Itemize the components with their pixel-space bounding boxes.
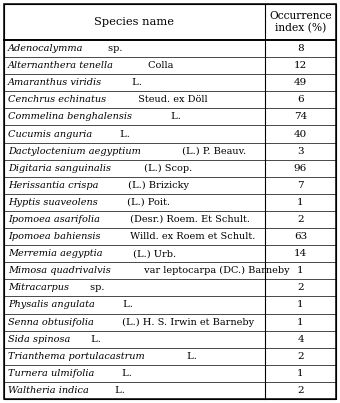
Text: Mitracarpus: Mitracarpus — [8, 283, 69, 293]
Bar — [4, 314, 336, 330]
Text: Trianthema portulacastrum: Trianthema portulacastrum — [8, 352, 145, 361]
Text: (L.) Brizicky: (L.) Brizicky — [125, 181, 189, 190]
Text: Willd. ex Roem et Schult.: Willd. ex Roem et Schult. — [128, 232, 256, 241]
Text: (Desr.) Roem. Et Schult.: (Desr.) Roem. Et Schult. — [127, 215, 250, 224]
Text: Dactyloctenium aegyptium: Dactyloctenium aegyptium — [8, 147, 141, 156]
Text: 14: 14 — [294, 249, 307, 258]
Text: sp.: sp. — [87, 283, 104, 293]
Text: Ipomoea bahiensis: Ipomoea bahiensis — [8, 232, 101, 241]
Bar — [4, 125, 336, 143]
Text: (L.) Poit.: (L.) Poit. — [124, 198, 170, 207]
Text: 2: 2 — [297, 386, 304, 395]
Bar — [4, 91, 336, 108]
Text: L.: L. — [168, 112, 181, 121]
Text: (L.) Scop.: (L.) Scop. — [141, 164, 192, 173]
Text: Mimosa quadrivalvis: Mimosa quadrivalvis — [8, 266, 111, 275]
Text: Amaranthus viridis: Amaranthus viridis — [8, 78, 102, 87]
Text: Herissantia crispa: Herissantia crispa — [8, 181, 99, 190]
Bar — [4, 262, 336, 279]
Bar — [4, 245, 336, 262]
Text: (L.) Urb.: (L.) Urb. — [130, 249, 176, 258]
Text: 2: 2 — [297, 283, 304, 293]
Text: 63: 63 — [294, 232, 307, 241]
Bar — [4, 177, 336, 194]
Text: 1: 1 — [297, 266, 304, 275]
Text: L.: L. — [185, 352, 197, 361]
Bar — [4, 348, 336, 365]
Text: 1: 1 — [297, 318, 304, 326]
Text: Digitaria sanguinalis: Digitaria sanguinalis — [8, 164, 111, 173]
Text: L.: L. — [119, 369, 132, 378]
Text: Cenchrus echinatus: Cenchrus echinatus — [8, 96, 106, 104]
Text: 2: 2 — [297, 352, 304, 361]
Text: Steud. ex Döll: Steud. ex Döll — [135, 96, 207, 104]
Bar — [4, 74, 336, 91]
Text: L.: L. — [120, 301, 133, 310]
Bar — [4, 228, 336, 245]
Bar — [4, 4, 336, 40]
Text: Physalis angulata: Physalis angulata — [8, 301, 95, 310]
Text: 2: 2 — [297, 215, 304, 224]
Text: Waltheria indica: Waltheria indica — [8, 386, 89, 395]
Text: 6: 6 — [297, 96, 304, 104]
Text: 1: 1 — [297, 301, 304, 310]
Bar — [4, 57, 336, 74]
Text: 74: 74 — [294, 112, 307, 121]
Text: 96: 96 — [294, 164, 307, 173]
Bar — [4, 143, 336, 160]
Text: L.: L. — [88, 334, 101, 344]
Text: 8: 8 — [297, 44, 304, 53]
Bar — [4, 297, 336, 314]
Text: sp.: sp. — [105, 44, 123, 53]
Text: Senna obtusifolia: Senna obtusifolia — [8, 318, 94, 326]
Text: 40: 40 — [294, 129, 307, 139]
Bar — [4, 211, 336, 228]
Text: 1: 1 — [297, 369, 304, 378]
Text: Cucumis anguria: Cucumis anguria — [8, 129, 92, 139]
Text: 3: 3 — [297, 147, 304, 156]
Text: Merremia aegyptia: Merremia aegyptia — [8, 249, 103, 258]
Text: Ipomoea asarifolia: Ipomoea asarifolia — [8, 215, 100, 224]
Bar — [4, 40, 336, 57]
Text: 7: 7 — [297, 181, 304, 190]
Text: 1: 1 — [297, 198, 304, 207]
Text: L.: L. — [112, 386, 125, 395]
Text: (L.) P. Beauv.: (L.) P. Beauv. — [180, 147, 246, 156]
Text: Species name: Species name — [95, 17, 174, 27]
Text: Commelina benghalensis: Commelina benghalensis — [8, 112, 132, 121]
Bar — [4, 108, 336, 125]
Bar — [4, 365, 336, 382]
Text: (L.) H. S. Irwin et Barneby: (L.) H. S. Irwin et Barneby — [119, 318, 254, 327]
Text: Turnera ulmifolia: Turnera ulmifolia — [8, 369, 95, 378]
Text: Alternanthera tenella: Alternanthera tenella — [8, 61, 114, 70]
Text: Adenocalymma: Adenocalymma — [8, 44, 84, 53]
Bar — [4, 330, 336, 348]
Text: 12: 12 — [294, 61, 307, 70]
Text: Sida spinosa: Sida spinosa — [8, 334, 70, 344]
Bar — [4, 194, 336, 211]
Bar — [4, 382, 336, 399]
Text: 4: 4 — [297, 334, 304, 344]
Text: L.: L. — [130, 78, 142, 87]
Text: var leptocarpa (DC.) Barneby: var leptocarpa (DC.) Barneby — [140, 266, 289, 275]
Text: 49: 49 — [294, 78, 307, 87]
Text: Hyptis suaveolens: Hyptis suaveolens — [8, 198, 98, 207]
Bar — [4, 279, 336, 297]
Text: Occurrence
index (%): Occurrence index (%) — [269, 10, 332, 33]
Bar — [4, 160, 336, 177]
Text: L.: L. — [117, 129, 130, 139]
Text: Colla: Colla — [145, 61, 173, 70]
